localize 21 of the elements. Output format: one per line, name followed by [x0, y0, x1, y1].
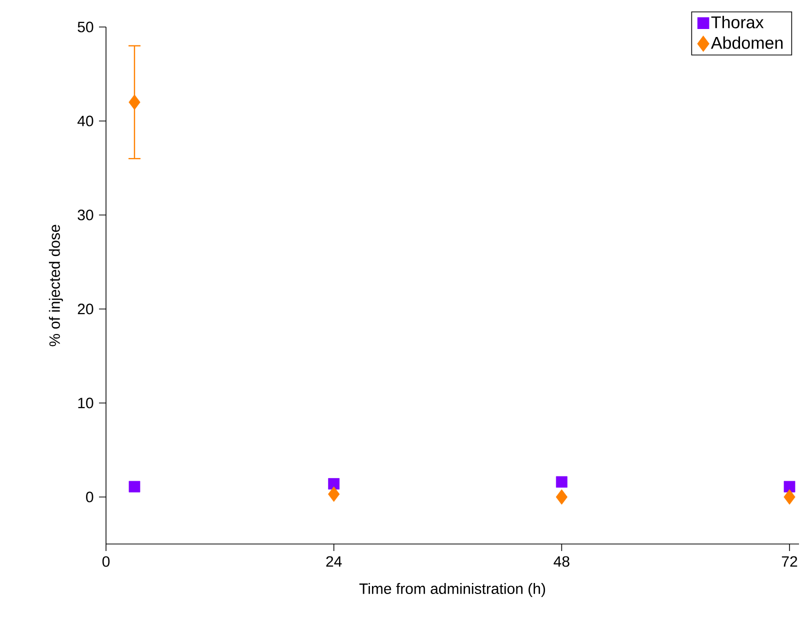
x-tick-label: 0 [102, 556, 110, 567]
y-axis-title: % of injected dose [48, 224, 63, 346]
y-tick-label: 0 [86, 492, 94, 502]
point [328, 478, 340, 490]
y-tick-label: 20 [78, 304, 94, 314]
x-axis-title: Time from administration (h) [359, 582, 546, 597]
point [556, 476, 568, 488]
x-tick-label: 48 [554, 556, 570, 567]
point [128, 94, 140, 110]
point [556, 489, 568, 505]
y-tick-label: 50 [78, 22, 94, 32]
x-tick-label: 72 [782, 556, 798, 567]
legend-label: Thorax [711, 16, 764, 28]
x-tick-label: 24 [326, 556, 342, 567]
point [128, 480, 140, 492]
legend-label: Abdomen [710, 36, 783, 49]
y-tick-label: 40 [77, 116, 94, 126]
point [784, 480, 796, 492]
y-tick-label: 10 [78, 398, 94, 408]
y-tick-label: 30 [78, 210, 94, 220]
point [328, 486, 340, 502]
